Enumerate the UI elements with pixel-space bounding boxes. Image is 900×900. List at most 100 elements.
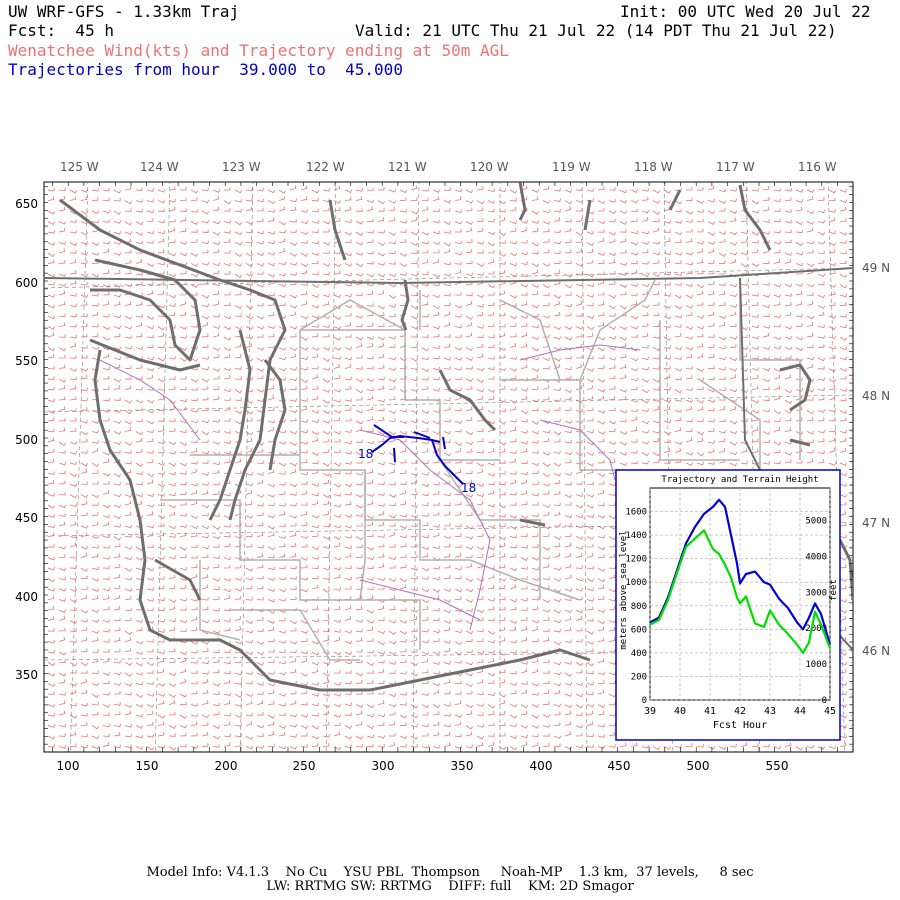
wind-barb: [267, 554, 275, 559]
wind-barb: [839, 472, 848, 477]
wind-barb: [597, 301, 605, 306]
wind-barb: [58, 187, 66, 192]
wind-barb: [784, 293, 792, 297]
wind-barb: [289, 734, 297, 738]
wind-barb: [399, 659, 407, 663]
wind-barb: [454, 357, 462, 361]
wind-barb: [146, 493, 155, 498]
wind-barb: [322, 588, 330, 593]
wind-barb: [718, 376, 726, 380]
wind-barb: [323, 229, 330, 233]
wind-barb: [135, 322, 143, 327]
wind-barb: [509, 252, 518, 257]
wind-barb: [135, 557, 144, 561]
wind-barb: [300, 490, 308, 495]
wind-barb: [597, 649, 605, 654]
wind-barb: [168, 492, 176, 497]
wind-barb: [223, 353, 231, 359]
wind-barb: [718, 238, 726, 243]
coastline: [59, 182, 853, 692]
wind-barb: [344, 206, 352, 212]
wind-barb: [377, 336, 386, 341]
wind-barb: [839, 346, 848, 351]
wind-barb: [47, 417, 55, 422]
wind-barb: [91, 693, 100, 698]
wind-barb: [850, 494, 853, 496]
wind-barb: [465, 536, 474, 540]
wind-barb: [91, 630, 100, 634]
wind-barb: [223, 367, 231, 372]
wind-barb: [520, 322, 528, 327]
wind-barb: [344, 312, 352, 317]
wind-barb: [113, 585, 121, 590]
wind-barb: [377, 208, 385, 212]
wind-barb: [454, 552, 462, 558]
wind-barb: [179, 619, 188, 624]
wind-barb: [146, 721, 154, 726]
wind-barb: [190, 626, 198, 632]
wind-barb: [520, 616, 528, 621]
wind-barb: [366, 725, 375, 730]
wind-barb: [256, 532, 264, 537]
wind-barb: [113, 378, 122, 383]
wind-barb: [795, 347, 803, 352]
wind-barb: [421, 744, 429, 749]
wind-barb: [476, 691, 484, 696]
wind-barb: [707, 407, 715, 412]
wind-barb: [597, 347, 605, 352]
wind-barb: [520, 301, 528, 306]
wind-barb: [465, 315, 473, 320]
wind-barb: [58, 733, 66, 737]
wind-barb: [740, 741, 748, 747]
wind-barb: [322, 742, 330, 747]
wind-barb: [388, 207, 396, 212]
wind-barb: [289, 532, 297, 537]
wind-barb: [421, 420, 430, 425]
wind-barb: [454, 407, 462, 412]
wind-barb: [69, 494, 78, 499]
wind-barb: [751, 367, 759, 371]
wind-barb: [729, 210, 737, 214]
inset-x-tick-label: 40: [674, 706, 686, 717]
wind-barb: [773, 410, 782, 415]
wind-barb: [58, 248, 66, 254]
wind-barb: [520, 566, 528, 570]
wind-barb: [817, 396, 825, 401]
wind-barb: [531, 430, 539, 435]
wind-barb: [410, 260, 418, 265]
wind-barb: [597, 291, 605, 296]
wind-barb: [443, 502, 451, 507]
wind-barb: [190, 670, 198, 674]
wind-barb: [641, 260, 649, 265]
wind-barb: [476, 218, 484, 222]
wind-barb: [135, 500, 143, 506]
wind-barb: [168, 418, 176, 422]
wind-barb: [333, 587, 341, 591]
wind-barb: [597, 704, 606, 708]
wind-barb: [47, 662, 56, 666]
wind-barb: [366, 500, 374, 506]
wind-barb: [311, 546, 320, 551]
map-y-axis: 650 600 550 500 450 400 350: [15, 197, 38, 682]
wind-barb: [608, 187, 616, 191]
wind-barb: [344, 282, 352, 287]
lon-label: 120 W: [470, 160, 509, 174]
wind-barb: [674, 389, 683, 394]
wind-barb: [47, 252, 56, 257]
wind-barb: [179, 311, 187, 317]
wind-barb: [674, 427, 682, 432]
wind-barb: [707, 448, 715, 453]
wind-barb: [212, 702, 220, 707]
wind-barb: [498, 722, 506, 727]
wind-barb: [586, 691, 594, 696]
wind-barb: [531, 533, 539, 537]
wind-barb: [135, 746, 144, 750]
wind-barb: [278, 283, 287, 288]
wind-barb: [674, 324, 682, 328]
wind-barb: [762, 386, 770, 391]
wind-barb: [773, 283, 782, 288]
wind-barb: [498, 679, 506, 684]
wind-barb: [344, 461, 352, 465]
wind-barb: [564, 227, 572, 233]
wind-barb: [322, 545, 330, 549]
